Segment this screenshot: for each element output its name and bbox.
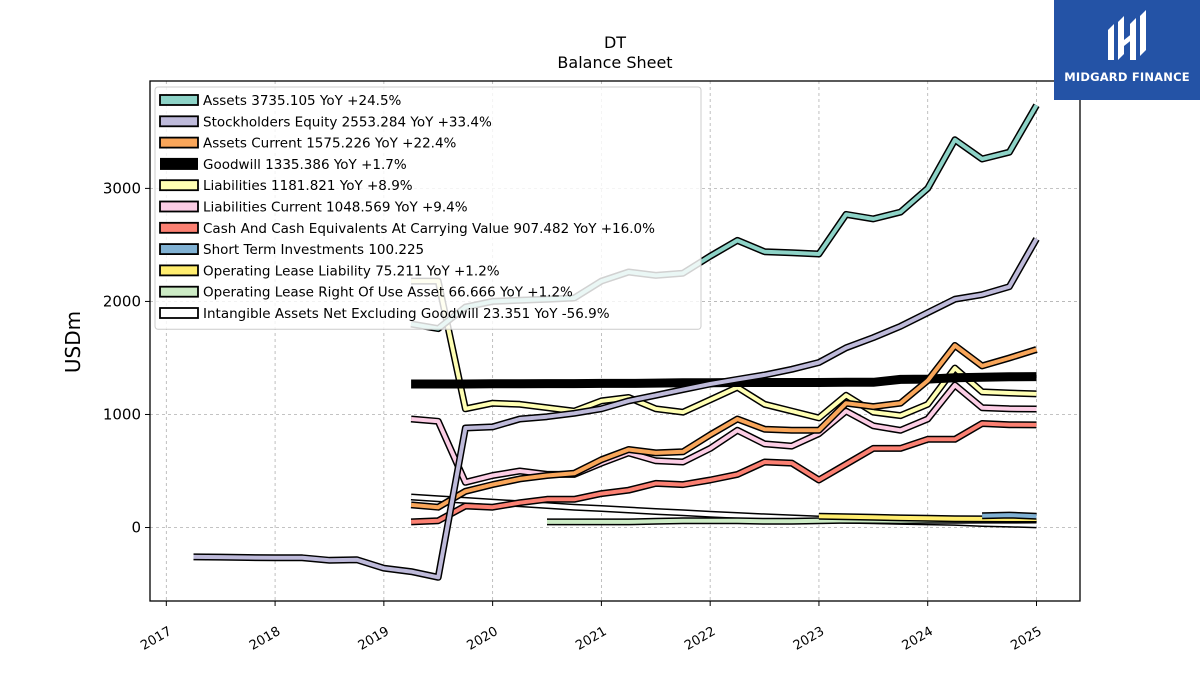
series-liabilities — [411, 277, 1037, 422]
legend-item: Liabilities Current 1048.569 YoY +9.4% — [159, 200, 468, 216]
y-tick-label: 2000 — [103, 292, 141, 310]
legend-item: Intangible Assets Net Excluding Goodwill… — [159, 306, 610, 322]
series-cash-and-cash-equivalents-at-carrying-value — [410, 420, 1037, 526]
legend-label: Liabilities 1181.821 YoY +8.9% — [203, 178, 413, 194]
legend-swatch — [159, 179, 199, 192]
x-tick-label: 2020 — [465, 624, 501, 654]
legend-label: Goodwill 1335.386 YoY +1.7% — [203, 157, 407, 173]
series-line — [410, 383, 1037, 485]
legend-item: Short Term Investments 100.225 — [159, 242, 424, 258]
series-stockholders-equity — [193, 237, 1040, 581]
chart-title: DT — [604, 33, 626, 52]
y-tick-label: 1000 — [103, 405, 141, 423]
legend-label: Operating Lease Liability 75.211 YoY +1.… — [203, 263, 500, 279]
legend-item: Stockholders Equity 2553.284 YoY +33.4% — [159, 114, 492, 130]
legend-label: Intangible Assets Net Excluding Goodwill… — [203, 306, 610, 322]
series-line — [818, 514, 1037, 521]
series-short-term-investments — [982, 511, 1037, 520]
legend-swatch — [159, 264, 199, 277]
legend-item: Assets Current 1575.226 YoY +22.4% — [159, 136, 457, 152]
plot-area — [193, 103, 1040, 581]
chart-subtitle: Balance Sheet — [557, 53, 672, 72]
y-axis-label: USDm — [61, 311, 85, 373]
legend-item: Liabilities 1181.821 YoY +8.9% — [159, 178, 413, 194]
x-tick-label: 2019 — [356, 624, 392, 654]
legend-swatch — [160, 157, 198, 170]
legend-item: Goodwill 1335.386 YoY +1.7% — [160, 157, 407, 173]
x-tick-label: 2018 — [247, 624, 283, 654]
legend-item: Operating Lease Right Of Use Asset 66.66… — [159, 285, 573, 301]
x-tick-label: 2024 — [900, 624, 936, 654]
legend-swatch — [159, 307, 199, 319]
legend-label: Cash And Cash Equivalents At Carrying Va… — [203, 221, 655, 237]
legend-label: Liabilities Current 1048.569 YoY +9.4% — [203, 200, 468, 216]
legend-swatch — [159, 136, 199, 149]
series-assets-current — [410, 342, 1038, 511]
legend-label: Stockholders Equity 2553.284 YoY +33.4% — [203, 114, 492, 130]
axes-frame — [149, 80, 1081, 602]
legend-box — [154, 86, 702, 330]
brand-name: MIDGARD FINANCE — [1064, 70, 1190, 84]
legend-swatch — [159, 115, 199, 128]
legend-item: Operating Lease Liability 75.211 YoY +1.… — [159, 263, 500, 279]
legend-swatch — [159, 285, 199, 298]
legend-swatch — [159, 243, 199, 256]
series-line — [193, 237, 1039, 580]
legend-label: Assets 3735.105 YoY +24.5% — [203, 93, 402, 109]
series-operating-lease-liability — [818, 512, 1037, 523]
series-line — [982, 513, 1037, 519]
legend-label: Assets Current 1575.226 YoY +22.4% — [203, 136, 457, 152]
series-line — [411, 279, 1037, 420]
x-tick-label: 2017 — [138, 624, 174, 654]
legend-item: Cash And Cash Equivalents At Carrying Va… — [159, 221, 655, 237]
x-tick-label: 2022 — [682, 624, 718, 654]
legend: Assets 3735.105 YoY +24.5% Stockholders E… — [154, 86, 702, 330]
x-tick-label: 2025 — [1008, 624, 1044, 654]
series-line — [411, 421, 1037, 524]
legend-swatch — [159, 94, 199, 106]
legend-swatch — [159, 200, 199, 213]
brand-logo: MIDGARD FINANCE — [1054, 0, 1200, 100]
series-line — [410, 343, 1038, 510]
x-tick-label: 2023 — [791, 624, 827, 654]
legend-label: Operating Lease Right Of Use Asset 66.66… — [203, 285, 573, 301]
legend-label: Short Term Investments 100.225 — [203, 242, 424, 258]
x-axis: 2017 2018 2019 2020 2021 2022 2023 2024 2025 — [138, 601, 1045, 654]
y-axis: 0 1000 2000 3000 — [103, 179, 150, 537]
legend-swatch — [159, 221, 199, 234]
midgard-logo-icon — [1108, 10, 1146, 60]
legend-item: Assets 3735.105 YoY +24.5% — [159, 93, 402, 109]
y-tick-label: 3000 — [103, 179, 141, 197]
series-liabilities-current — [410, 381, 1037, 486]
y-tick-label: 0 — [131, 519, 141, 537]
x-tick-label: 2021 — [573, 624, 609, 654]
